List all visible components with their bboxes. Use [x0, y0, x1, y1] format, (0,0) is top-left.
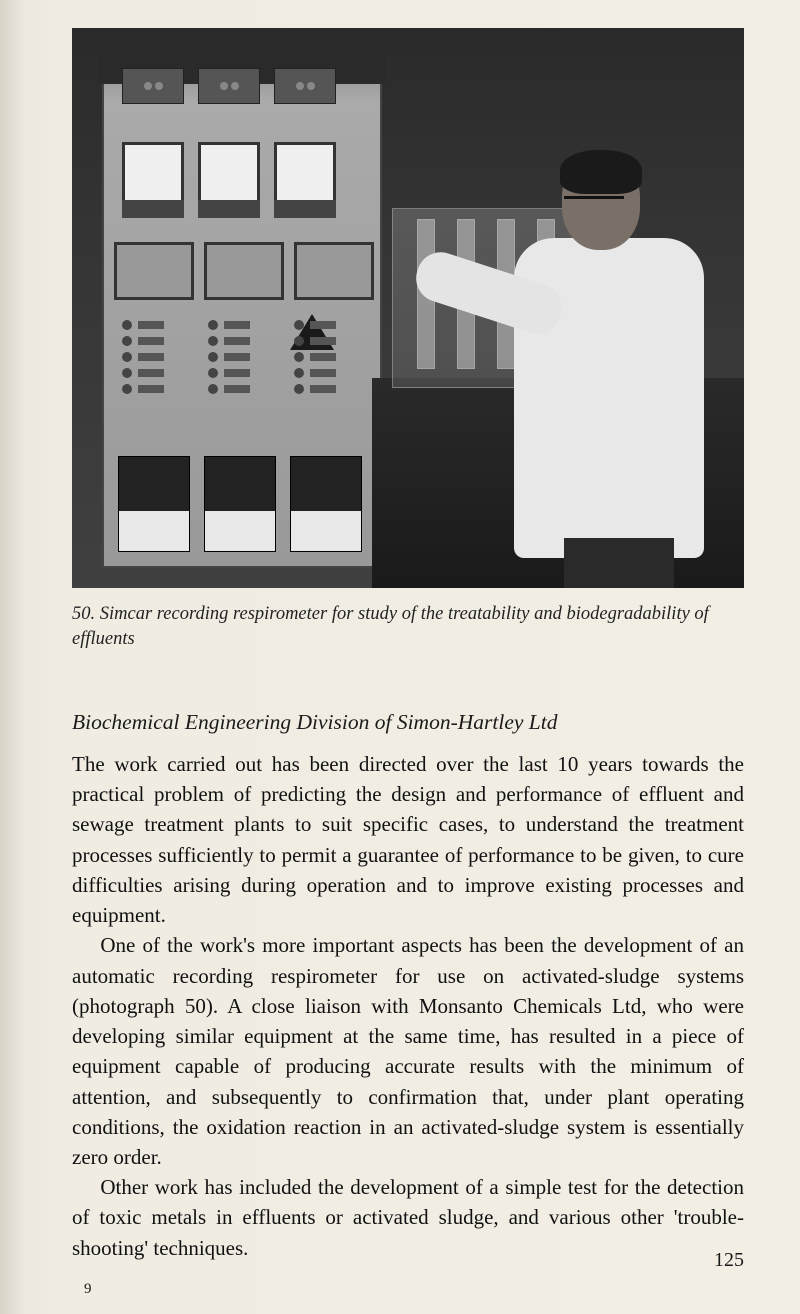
- figure-caption: 50. Simcar recording respirometer for st…: [72, 602, 744, 652]
- paragraph-1: The work carried out has been directed o…: [72, 749, 744, 930]
- figure-caption-text: Simcar recording respirometer for study …: [72, 604, 709, 649]
- paragraph-2: One of the work's more important aspects…: [72, 930, 744, 1172]
- body-text: The work carried out has been directed o…: [72, 749, 744, 1263]
- signature-number: 9: [84, 1281, 92, 1298]
- scientist-figure: [504, 118, 714, 568]
- figure-photo: [72, 28, 744, 588]
- page: 50. Simcar recording respirometer for st…: [0, 0, 800, 1314]
- page-number: 125: [714, 1249, 744, 1272]
- section-heading: Biochemical Engineering Division of Simo…: [72, 710, 744, 735]
- figure-number: 50.: [72, 604, 95, 624]
- paragraph-3: Other work has included the development …: [72, 1172, 744, 1263]
- instrument-cabinet: [102, 48, 382, 568]
